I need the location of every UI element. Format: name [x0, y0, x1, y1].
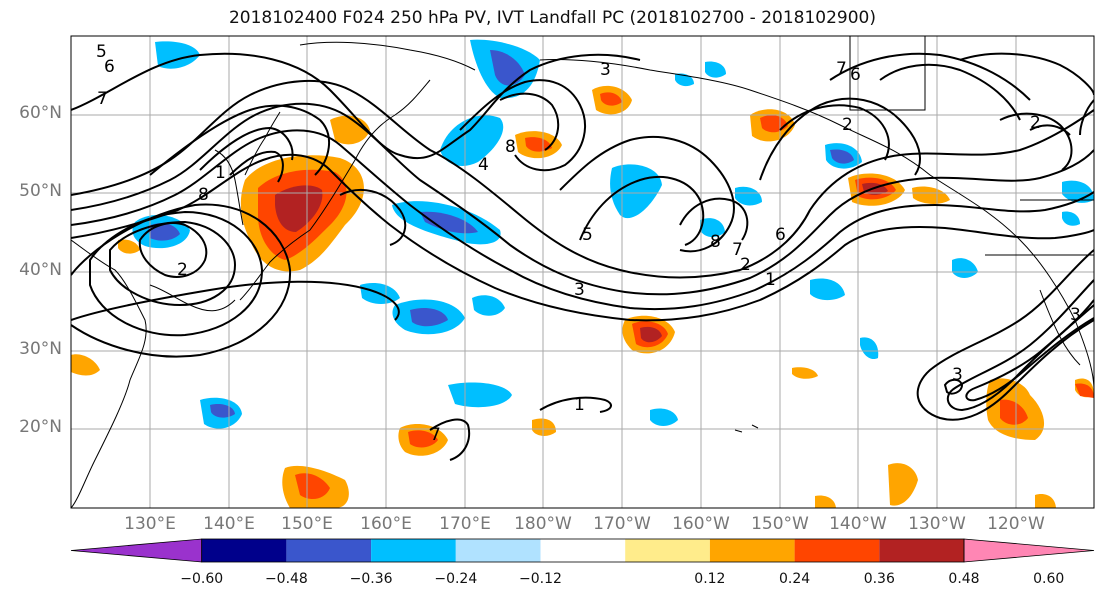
colorbar-tick-label: 0.60	[1033, 571, 1065, 587]
colorbar-segment	[540, 539, 626, 562]
contour-label: 5	[96, 42, 107, 62]
lon-label: 140°E	[203, 514, 255, 534]
lon-label: 130°E	[124, 514, 176, 534]
contour-label: 3	[574, 280, 585, 300]
colorbar-tick-label: 0.48	[948, 571, 980, 587]
colorbar-tick-label: 0.12	[694, 571, 726, 587]
contour-label: 1	[215, 163, 226, 183]
colorbar-tick-label: −0.36	[349, 571, 393, 587]
colorbar-tick-label: −0.12	[519, 571, 562, 587]
contour-label: 2	[177, 260, 188, 280]
lat-label: 20°N	[19, 417, 62, 437]
colorbar-tick-label: 0.24	[779, 571, 811, 587]
contour-label: 7	[732, 240, 743, 260]
colorbar-tick-label: −0.48	[264, 571, 308, 587]
colorbar-tick-label: −0.24	[434, 571, 478, 587]
contour-label: 2	[842, 115, 853, 135]
contour-labels: 5 6 7 8 1 2 3 4 5 8 6 7 2 3 2 1 6 7 8 2 …	[96, 42, 1081, 445]
lat-label: 50°N	[19, 181, 62, 201]
lon-label: 140°W	[829, 514, 887, 534]
lon-label: 170°E	[439, 514, 491, 534]
contour-label: 2	[740, 255, 751, 275]
contour-label: 3	[952, 365, 963, 385]
lat-label: 40°N	[19, 260, 62, 280]
colorbar-segment	[625, 539, 710, 562]
lon-label: 150°W	[751, 514, 809, 534]
colorbar-segment	[709, 539, 795, 562]
lat-label: 30°N	[19, 339, 62, 359]
lon-label: 130°W	[908, 514, 966, 534]
contour-label: 8	[198, 185, 209, 205]
lon-label: 120°W	[987, 514, 1045, 534]
colorbar-segment	[455, 539, 541, 562]
lon-label: 160°W	[672, 514, 730, 534]
contour-label: 4	[478, 155, 489, 175]
lon-label: 160°E	[360, 514, 412, 534]
lon-label: 180°W	[514, 514, 572, 534]
colorbar-segment	[70, 538, 203, 563]
contour-label: 2	[1030, 113, 1041, 133]
contour-label: 1	[574, 395, 585, 415]
contour-label: 3	[1070, 305, 1081, 325]
map-title: 2018102400 F024 250 hPa PV, IVT Landfall…	[228, 8, 876, 28]
colorbar-segment	[794, 539, 880, 562]
contour-label: 6	[850, 65, 861, 85]
colorbar-segment	[201, 539, 287, 562]
contour-label: 6	[775, 225, 786, 245]
contour-label: 8	[710, 232, 721, 252]
contour-label: 6	[104, 57, 115, 77]
contour-label: 7	[836, 59, 847, 79]
colorbar-segment	[286, 539, 372, 562]
contour-label: 8	[505, 137, 516, 157]
contour-label: 7	[430, 425, 441, 445]
contour-label: 3	[600, 60, 611, 80]
colorbar-segment	[963, 538, 1095, 563]
lon-label: 170°W	[593, 514, 651, 534]
contour-label: 7	[97, 89, 108, 109]
colorbar-segment	[371, 539, 456, 562]
contour-label: 5	[582, 225, 593, 245]
lon-label: 150°E	[281, 514, 333, 534]
colorbar-tick-label: −0.60	[180, 571, 224, 587]
colorbar-segment	[879, 539, 964, 562]
lat-label: 60°N	[19, 103, 62, 123]
pv-contours	[71, 52, 1094, 461]
colorbar-outline	[201, 538, 965, 563]
contour-label: 1	[765, 270, 776, 290]
map-frame	[70, 35, 1095, 509]
colorbar-tick-label: 0.36	[863, 571, 895, 587]
